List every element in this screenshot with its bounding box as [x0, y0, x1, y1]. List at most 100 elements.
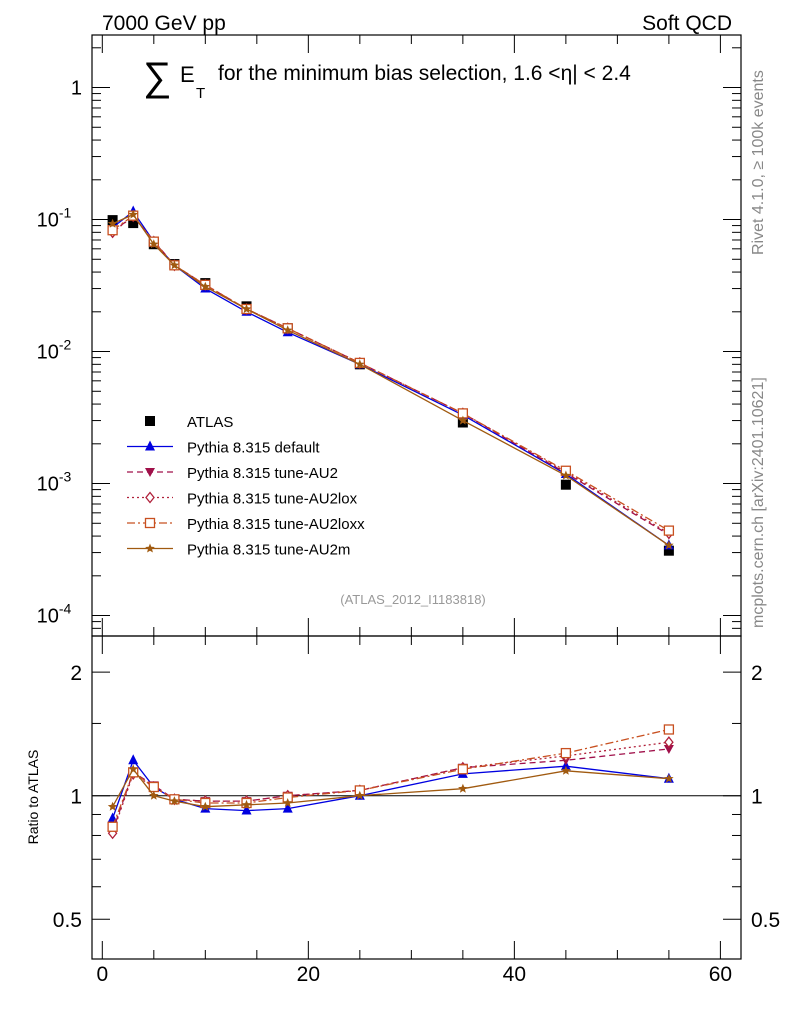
legend-label: Pythia 8.315 tune-AU2m	[187, 542, 350, 559]
legend-marker	[145, 491, 155, 504]
ratio-point	[128, 764, 138, 774]
data-point	[107, 225, 118, 236]
legend-marker	[144, 517, 156, 529]
data-point	[560, 479, 571, 490]
ratio-point	[107, 801, 118, 811]
legend-marker	[145, 543, 155, 553]
ratio-point	[200, 801, 211, 811]
ratio-series-pythia-8-315-tune-au2lox	[107, 736, 674, 840]
main-series-group	[107, 205, 675, 556]
ratio-axes: 2 2 1 1 0.5 0.5 0 20 40 60	[53, 636, 780, 986]
data-point	[664, 540, 674, 550]
ratio-series-pythia-8-315-tune-au2	[107, 744, 674, 837]
ratio-point	[457, 764, 469, 775]
legend-item: Pythia 8.315 default	[127, 440, 320, 457]
ratio-x-tick-label: 0	[96, 963, 108, 986]
legend-label: ATLAS	[187, 414, 233, 431]
ratio-y-tick-label-right: 1	[751, 786, 763, 809]
mcplots-reference-label: mcplots.cern.ch [arXiv:2401.10621]	[750, 377, 767, 628]
ratio-point	[458, 783, 468, 793]
ratio-y-tick-label: 2	[70, 662, 82, 685]
ratio-point	[283, 798, 293, 807]
data-point	[663, 525, 675, 536]
ratio-point	[282, 802, 293, 813]
ratio-line	[111, 728, 670, 828]
ratio-point	[560, 747, 572, 759]
ratio-series-pythia-8-315-tune-au2loxx	[107, 724, 675, 832]
ratio-point	[663, 744, 674, 754]
ratio-y-axis-label: Ratio to ATLAS	[25, 750, 41, 845]
ratio-plot-frame	[91, 635, 742, 960]
title-quantity: E	[180, 62, 195, 87]
legend-marker	[145, 416, 155, 426]
data-point	[149, 239, 159, 249]
title-text: for the minimum bias selection, 1.6 <η| …	[218, 62, 631, 85]
ratio-point	[355, 790, 365, 800]
series-pythia-8-315-tune-au2loxx	[107, 210, 675, 536]
header-energy: 7000 GeV pp	[102, 12, 226, 35]
data-point	[561, 470, 571, 480]
legend-item: Pythia 8.315 tune-AU2loxx	[127, 516, 365, 533]
ratio-point	[663, 724, 675, 735]
data-point	[283, 325, 293, 335]
data-point	[355, 359, 365, 369]
ratio-point	[169, 796, 180, 806]
ratio-point	[561, 765, 571, 775]
ratio-point	[664, 773, 674, 783]
data-point	[107, 218, 118, 228]
ratio-series-group	[107, 724, 675, 840]
main-y-tick-label: 10-1	[37, 205, 72, 232]
data-point	[663, 545, 674, 556]
ratio-x-tick-label: 40	[503, 963, 526, 986]
ratio-series-pythia-8-315-tune-au2m	[107, 764, 674, 811]
ratio-y-tick-label: 0.5	[53, 909, 82, 932]
ratio-point	[241, 804, 252, 815]
main-y-tick-label: 10-4	[37, 601, 72, 628]
header-category: Soft QCD	[642, 12, 732, 35]
legend-label: Pythia 8.315 tune-AU2loxx	[187, 516, 365, 533]
ratio-y-tick-label: 1	[70, 786, 82, 809]
legend-item: Pythia 8.315 tune-AU2	[127, 465, 338, 482]
series-line	[112, 214, 670, 532]
title-subscript: T	[196, 85, 205, 102]
ratio-point	[128, 754, 139, 765]
legend-item: ATLAS	[145, 414, 233, 431]
ratio-y-tick-label-right: 2	[751, 662, 763, 685]
main-y-tick-label: 1	[71, 78, 82, 100]
legend-marker	[145, 468, 155, 477]
ratio-point	[664, 736, 674, 749]
data-point	[128, 209, 138, 219]
legend: ATLAS Pythia 8.315 default Pythia 8.315 tu…	[127, 414, 365, 559]
data-point	[200, 281, 211, 291]
analysis-id-watermark: (ATLAS_2012_I1183818)	[340, 592, 486, 607]
legend-item: Pythia 8.315 tune-AU2m	[127, 542, 350, 559]
rivet-version-label: Rivet 4.1.0, ≥ 100k events	[750, 70, 767, 255]
legend-label: Pythia 8.315 default	[187, 440, 320, 457]
ratio-y-tick-label-right: 0.5	[751, 909, 780, 932]
ratio-line	[111, 741, 669, 834]
data-point	[241, 304, 252, 314]
ratio-point	[148, 781, 159, 793]
main-axes: 1 10-1 10-2 10-3 10-4	[37, 35, 741, 637]
legend-label: Pythia 8.315 tune-AU2lox	[187, 491, 358, 508]
ratio-point	[241, 799, 252, 809]
data-point	[128, 218, 139, 229]
main-y-tick-label: 10-3	[37, 469, 72, 496]
ratio-series-pythia-8-315-default	[107, 754, 674, 823]
ratio-line	[111, 748, 669, 832]
main-y-tick-label: 10-2	[37, 337, 72, 364]
series-line	[112, 215, 670, 534]
ratio-point	[107, 821, 118, 832]
data-point	[169, 260, 180, 270]
series-pythia-8-315-tune-au2m	[107, 209, 674, 550]
ratio-point	[149, 790, 159, 800]
legend-marker	[145, 440, 155, 451]
ratio-x-tick-label: 20	[297, 963, 320, 986]
title-sum-symbol: ∑	[143, 55, 172, 99]
ratio-line	[111, 758, 669, 819]
ratio-x-tick-label: 60	[709, 963, 732, 986]
legend-item: Pythia 8.315 tune-AU2lox	[127, 491, 358, 508]
legend-label: Pythia 8.315 tune-AU2	[187, 465, 338, 482]
data-point	[458, 415, 468, 425]
